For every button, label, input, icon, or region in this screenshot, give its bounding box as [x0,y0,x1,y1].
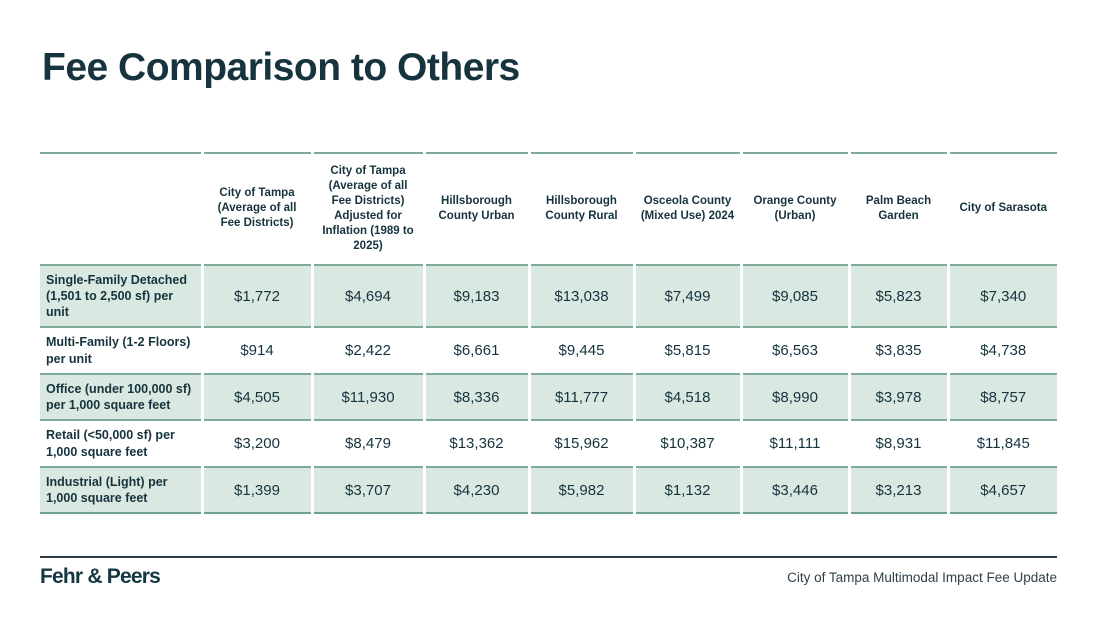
fee-value-cell: $13,362 [422,420,529,467]
fee-value-cell: $9,183 [422,264,529,328]
fee-value-cell: $4,657 [946,466,1057,514]
fee-value-cell: $8,479 [310,420,424,467]
table-row: Single-Family Detached (1,501 to 2,500 s… [40,264,1057,328]
fee-value-cell: $4,230 [422,466,529,514]
fee-value-cell: $4,738 [946,327,1057,374]
fee-value-cell: $7,340 [946,264,1057,328]
fee-value-cell: $3,446 [739,466,849,514]
fee-value-cell: $9,445 [527,327,634,374]
column-header: Osceola County (Mixed Use) 2024 [632,153,741,265]
footer-divider [40,556,1057,558]
fee-value-cell: $1,399 [200,466,312,514]
fee-value-cell: $6,563 [739,327,849,374]
fee-comparison-table-container: City of Tampa (Average of all Fee Distri… [40,152,1057,515]
fee-value-cell: $8,336 [422,373,529,421]
fee-value-cell: $3,200 [200,420,312,467]
fee-value-cell: $4,694 [310,264,424,328]
fee-comparison-table: City of Tampa (Average of all Fee Distri… [40,152,1057,515]
table-row: Industrial (Light) per 1,000 square feet… [40,466,1057,514]
column-header: Orange County (Urban) [739,153,849,265]
footer-project-title: City of Tampa Multimodal Impact Fee Upda… [787,569,1057,585]
fee-value-cell: $5,823 [847,264,948,328]
row-label: Retail (<50,000 sf) per 1,000 square fee… [46,428,175,459]
fee-value-cell: $15,962 [527,420,634,467]
fee-value-cell: $5,815 [632,327,741,374]
row-label: Office (under 100,000 sf) per 1,000 squa… [40,373,202,421]
brand-logo: Fehr & Peers [40,565,161,588]
fee-value-cell: $11,777 [527,373,634,421]
column-header: City of Tampa (Average of all Fee Distri… [200,153,312,265]
fee-value-cell: $7,499 [632,264,741,328]
fee-value-cell: $3,978 [847,373,948,421]
row-label: Single-Family Detached (1,501 to 2,500 s… [40,264,202,328]
row-label: Multi-Family (1-2 Floors) per unit [46,335,191,366]
column-header: Hillsborough County Rural [527,153,634,265]
row-label: Industrial (Light) per 1,000 square feet [40,466,202,514]
fee-value-cell: $914 [200,327,312,374]
fee-value-cell: $3,707 [310,466,424,514]
column-header: City of Sarasota [946,153,1057,265]
fee-value-cell: $1,132 [632,466,741,514]
fee-value-cell: $4,505 [200,373,312,421]
fee-value-cell: $11,111 [739,420,849,467]
table-row: Retail (<50,000 sf) per 1,000 square fee… [40,420,1057,467]
column-header: Palm Beach Garden [847,153,948,265]
page-title: Fee Comparison to Others [42,46,520,89]
fee-value-cell: $11,845 [946,420,1057,467]
fee-value-cell: $8,931 [847,420,948,467]
fee-value-cell: $2,422 [310,327,424,374]
table-row: Office (under 100,000 sf) per 1,000 squa… [40,373,1057,421]
fee-value-cell: $4,518 [632,373,741,421]
fee-value-cell: $3,835 [847,327,948,374]
fee-value-cell: $9,085 [739,264,849,328]
fee-value-cell: $6,661 [422,327,529,374]
row-label-header [40,153,202,265]
column-header: City of Tampa (Average of all Fee Distri… [310,153,424,265]
table-row: Multi-Family (1-2 Floors) per unit $914 $2… [40,327,1057,374]
fee-value-cell: $11,930 [310,373,424,421]
fee-value-cell: $10,387 [632,420,741,467]
fee-value-cell: $13,038 [527,264,634,328]
fee-value-cell: $8,757 [946,373,1057,421]
column-header: Hillsborough County Urban [422,153,529,265]
fee-value-cell: $5,982 [527,466,634,514]
fee-value-cell: $1,772 [200,264,312,328]
table-header-row: City of Tampa (Average of all Fee Distri… [40,153,1057,265]
fee-value-cell: $8,990 [739,373,849,421]
fee-value-cell: $3,213 [847,466,948,514]
footer: Fehr & Peers City of Tampa Multimodal Im… [40,565,1057,589]
